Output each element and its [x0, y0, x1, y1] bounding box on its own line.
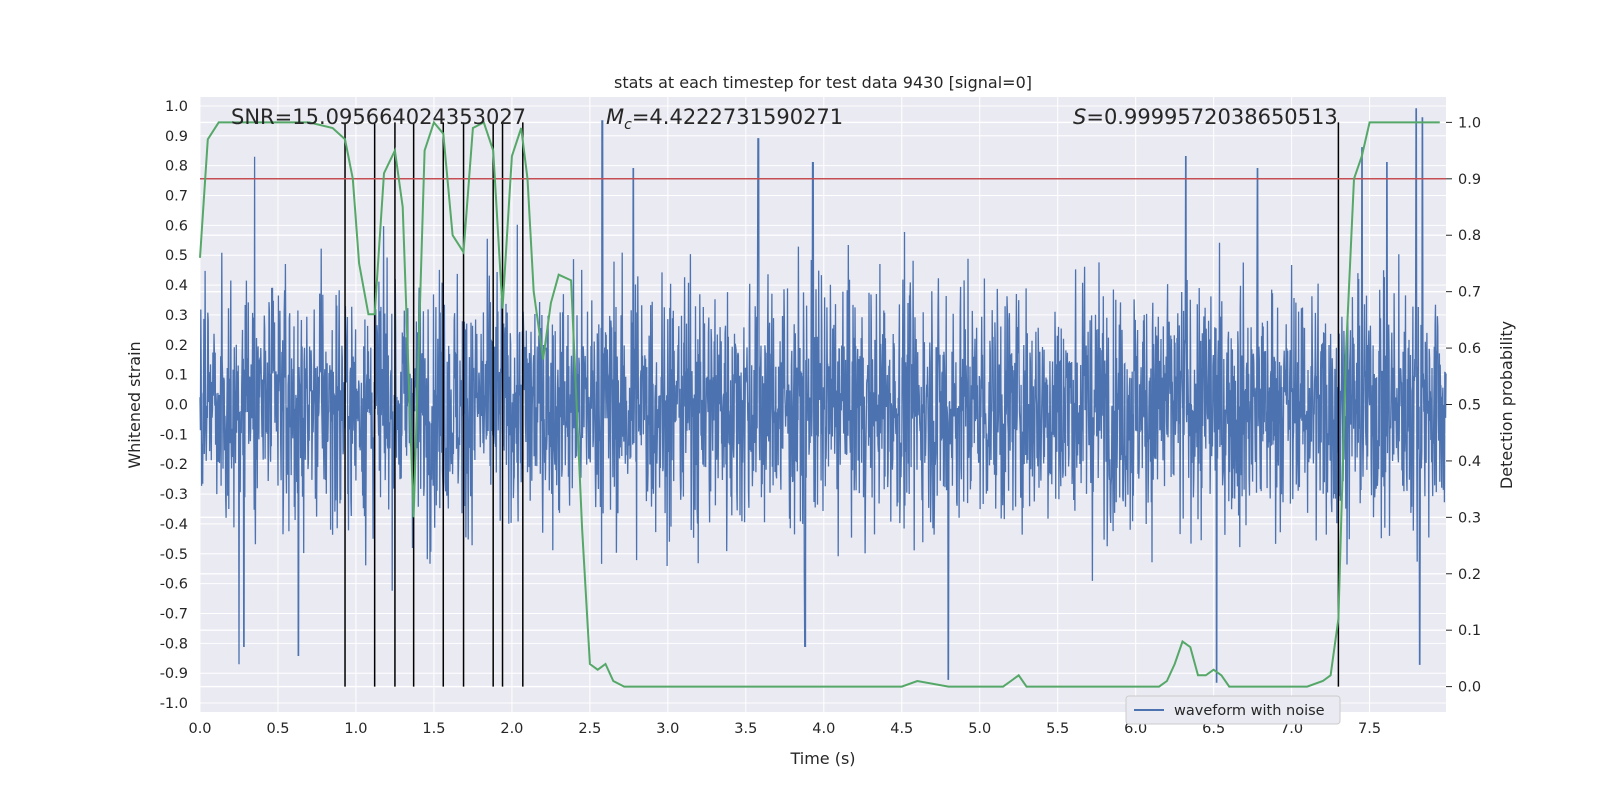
x-tick-label: 6.5 — [1202, 721, 1225, 737]
y-tick-label: -0.8 — [160, 636, 188, 652]
x-tick-label: 7.5 — [1358, 721, 1381, 737]
right-y-tick-label: 0.9 — [1458, 172, 1481, 188]
x-tick-label: 4.5 — [890, 721, 913, 737]
chart-title: stats at each timestep for test data 943… — [614, 73, 1032, 92]
y-tick-label: -0.9 — [160, 666, 188, 682]
s-annotation: S=0.9999572038650513 — [1073, 105, 1338, 129]
y-tick-label: -1.0 — [160, 696, 188, 712]
y-tick-label: -0.5 — [160, 547, 188, 563]
y-tick-label: -0.2 — [160, 457, 188, 473]
y-tick-label: 1.0 — [165, 99, 188, 115]
detection-markers — [344, 122, 1340, 687]
right-y-tick-label: 0.0 — [1458, 680, 1481, 696]
y-tick-label: -0.7 — [160, 606, 188, 622]
right-y-tick-label: 0.2 — [1458, 567, 1481, 583]
right-y-tick-label: 0.4 — [1458, 454, 1481, 470]
x-tick-label: 4.0 — [812, 721, 835, 737]
x-tick-label: 7.0 — [1280, 721, 1303, 737]
right-y-tick-label: 0.5 — [1458, 398, 1481, 414]
x-tick-label: 1.5 — [422, 721, 445, 737]
y-tick-label: -0.4 — [160, 517, 188, 533]
y-tick-label: 0.5 — [165, 248, 188, 264]
right-y-tick-label: 1.0 — [1458, 115, 1481, 131]
y-tick-label: 0.9 — [165, 129, 188, 145]
x-tick-label: 2.5 — [578, 721, 601, 737]
x-tick-label: 3.5 — [734, 721, 757, 737]
right-y-tick-label: 0.3 — [1458, 510, 1481, 526]
legend-label-waveform: waveform with noise — [1174, 703, 1325, 719]
chirp-mass-annotation: Mc=4.4222731590271 — [606, 105, 843, 133]
y-tick-label: 0.0 — [165, 398, 188, 414]
y-tick-label: 0.3 — [165, 308, 188, 324]
x-tick-label: 6.0 — [1124, 721, 1147, 737]
chirp-mass-symbol: M — [606, 105, 624, 129]
legend: waveform with noise — [1125, 695, 1341, 725]
x-tick-label: 1.0 — [344, 721, 367, 737]
chirp-mass-value: =4.4222731590271 — [632, 105, 843, 129]
y-tick-label: -0.3 — [160, 487, 188, 503]
x-tick-label: 5.5 — [1046, 721, 1069, 737]
chirp-mass-subscript: c — [624, 117, 632, 133]
s-value: =0.9999572038650513 — [1086, 105, 1337, 129]
detection-probability-series — [199, 120, 1440, 688]
y-tick-label: 0.6 — [165, 218, 188, 234]
y-tick-label: 0.2 — [165, 338, 188, 354]
x-tick-label: 0.5 — [266, 721, 289, 737]
s-symbol: S — [1073, 105, 1086, 129]
y-tick-label: 0.7 — [165, 189, 188, 205]
right-y-axis-ticks: 1.0 0.9 0.8 0.7 0.6 0.5 0.4 0.3 0.2 0.1 0.0 — [1446, 115, 1481, 696]
x-tick-label: 2.0 — [500, 721, 523, 737]
snr-annotation: SNR=15.095664024353027 — [231, 105, 526, 129]
y-tick-label: 0.8 — [165, 159, 188, 175]
x-tick-label: 5.0 — [968, 721, 991, 737]
x-tick-label: 3.0 — [656, 721, 679, 737]
right-y-tick-label: 0.1 — [1458, 623, 1481, 639]
y-tick-label: -0.6 — [160, 577, 188, 593]
right-y-axis-label: Detection probability — [1497, 321, 1516, 489]
x-axis-label: Time (s) — [789, 749, 855, 768]
x-tick-label: 0.0 — [188, 721, 211, 737]
right-y-tick-label: 0.8 — [1458, 228, 1481, 244]
x-axis-ticks: 0.0 0.5 1.0 1.5 2.0 2.5 3.0 3.5 4.0 4.5 5.0 5.5 6.0 6… — [188, 721, 1381, 737]
y-axis-ticks: 1.0 0.9 0.8 0.7 0.6 0.5 0.4 0.3 0.2 0.1 0.0 -0.1 -0.… — [160, 99, 188, 712]
y-tick-label: 0.1 — [165, 368, 188, 384]
legend-box — [1125, 695, 1341, 725]
right-y-tick-label: 0.6 — [1458, 341, 1481, 357]
y-tick-label: -0.1 — [160, 427, 188, 443]
y-axis-label: Whitened strain — [125, 341, 144, 468]
right-y-tick-label: 0.7 — [1458, 285, 1481, 301]
y-tick-label: 0.4 — [165, 278, 188, 294]
